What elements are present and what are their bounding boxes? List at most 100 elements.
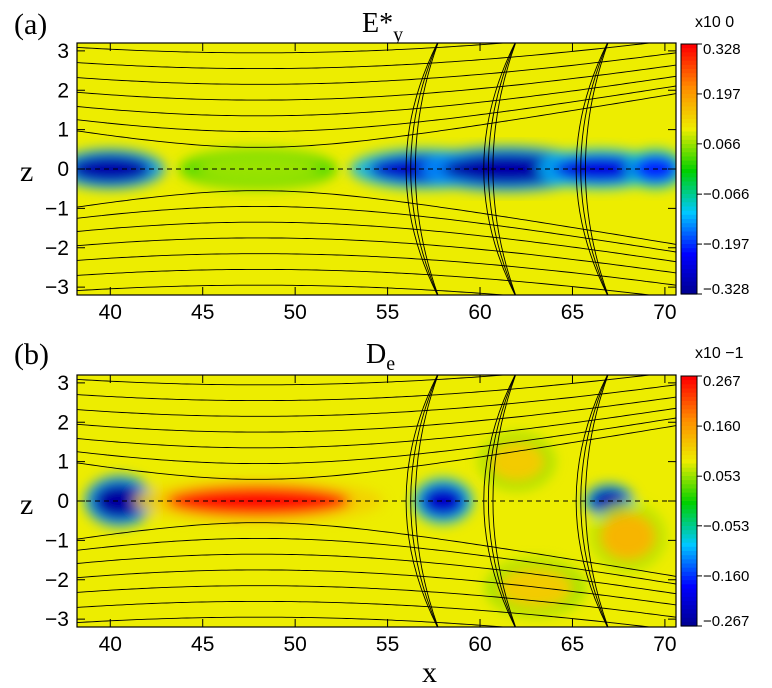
colorbar-segment [681, 480, 697, 485]
panel-b-field-line [487, 375, 516, 627]
panel-b-field-line [414, 375, 439, 627]
colorbar-segment [681, 426, 697, 431]
colorbar-segment [681, 530, 697, 535]
colorbar-segment [681, 396, 697, 402]
panel-a-field-line [77, 75, 676, 117]
colorbar-segment [681, 463, 697, 469]
y-tick-label: −3 [45, 276, 69, 299]
panel-b-field-line [77, 600, 654, 627]
panel-b-field-line [77, 616, 510, 627]
colorbar-segment [681, 438, 697, 444]
panel-a-colorbar-exponent: x10 0 [695, 14, 734, 31]
colorbar-segment [681, 106, 697, 112]
panel-a-field-line [77, 268, 654, 295]
x-tick-label: 65 [561, 301, 584, 324]
colorbar-segment [681, 77, 697, 83]
colorbar-segment [681, 231, 697, 237]
colorbar-segment [681, 546, 697, 552]
colorbar-segment [681, 198, 697, 203]
y-tick-label: −3 [45, 608, 69, 631]
colorbar-segment [681, 430, 697, 435]
colorbar-segment [681, 281, 697, 287]
x-tick-label: 50 [283, 301, 306, 324]
y-tick-label: 0 [57, 158, 69, 181]
panel-a-field-line [77, 221, 676, 263]
panel-a-field-line [77, 52, 676, 85]
colorbar-segment [681, 89, 697, 95]
colorbar-segment [681, 114, 697, 120]
colorbar-segment [681, 509, 697, 515]
colorbar-tick-label: −0.328 [703, 281, 749, 298]
panel-a-field-lines [77, 43, 676, 295]
x-tick-label: 50 [283, 633, 306, 656]
colorbar-segment [681, 52, 697, 58]
panel-b-ticks: 40 45 50 55 60 65 70 3 2 1 0 −1 −2 −3 [45, 372, 677, 656]
panel-b-field-line [77, 585, 676, 618]
colorbar-tick-label: 0.053 [703, 468, 741, 485]
colorbar-segment [681, 584, 697, 590]
colorbar-tick-label: −0.197 [703, 236, 749, 253]
y-tick-label: −2 [45, 237, 69, 260]
colorbar-segment [681, 56, 697, 62]
x-tick-label: 65 [561, 633, 584, 656]
panel-b: (b) De z x 40 45 50 55 60 65 70 3 2 1 0 −1 −2 −3 0.26… [14, 338, 749, 688]
colorbar-segment [681, 227, 697, 233]
x-tick-label: 55 [376, 633, 399, 656]
y-tick-label: 2 [57, 411, 69, 434]
panel-b-colorbar-exponent: x10 −1 [695, 345, 744, 362]
colorbar-tick-label: 0.066 [703, 136, 741, 153]
colorbar-segment [681, 467, 697, 473]
colorbar-segment [681, 459, 697, 465]
panel-a-field-line [77, 43, 510, 54]
y-tick-label: 2 [57, 79, 69, 102]
panel-a-ticks: 40 45 50 55 60 65 70 3 2 1 0 −1 −2 −3 [45, 40, 677, 324]
panel-a-feature [443, 153, 573, 185]
panel-b-feature [420, 485, 466, 517]
colorbar-frame [680, 375, 698, 627]
colorbar-tick-label: 0.267 [703, 373, 741, 390]
colorbar-segment [681, 219, 697, 224]
colorbar-segment [681, 139, 697, 145]
colorbar-tick-label: −0.267 [703, 613, 749, 630]
panel-b-field-line [405, 375, 439, 627]
panel-a-label: (a) [14, 8, 47, 41]
colorbar-segment [681, 471, 697, 477]
colorbar-tick-label: 0.160 [703, 418, 741, 435]
colorbar-segment [681, 85, 697, 91]
colorbar-segment [681, 588, 697, 594]
y-tick-label: −1 [45, 197, 69, 220]
colorbar-segment [681, 127, 697, 133]
panel-b-field-line [77, 384, 676, 417]
panel-b-field-line [77, 425, 676, 480]
colorbar-tick-label: 0.197 [703, 86, 741, 103]
panel-b-field-line [77, 569, 676, 606]
panel-b-colorbar: 0.267 0.160 0.053 −0.053 −0.160 −0.267 [680, 373, 749, 630]
colorbar-segment [681, 160, 697, 166]
colorbar-segment [681, 256, 697, 262]
colorbar-segment [681, 496, 697, 502]
colorbar-segment [681, 442, 697, 448]
colorbar-segment [681, 64, 697, 70]
panel-a-title: E*y [362, 8, 403, 46]
colorbar-segment [681, 384, 697, 390]
colorbar-segment [681, 206, 697, 212]
x-tick-label: 60 [468, 633, 491, 656]
colorbar-segment [681, 613, 697, 619]
colorbar-segment [681, 434, 697, 440]
panel-a-field-line [77, 284, 510, 295]
colorbar-segment [681, 156, 697, 162]
colorbar-segment [681, 248, 697, 253]
colorbar-segment [681, 277, 697, 283]
colorbar-tick-label: −0.053 [703, 518, 749, 535]
panel-b-field-line [77, 407, 676, 449]
colorbar-segment [681, 269, 697, 274]
panel-a-field-line [77, 190, 676, 245]
panel-a-field-line [580, 43, 609, 295]
colorbar-segment [681, 223, 697, 228]
colorbar-segment [681, 401, 697, 406]
panel-b-field-line [77, 537, 676, 585]
colorbar-segment [681, 413, 697, 419]
panel-b-title: De [366, 339, 395, 375]
panel-a-field-line [414, 43, 439, 295]
